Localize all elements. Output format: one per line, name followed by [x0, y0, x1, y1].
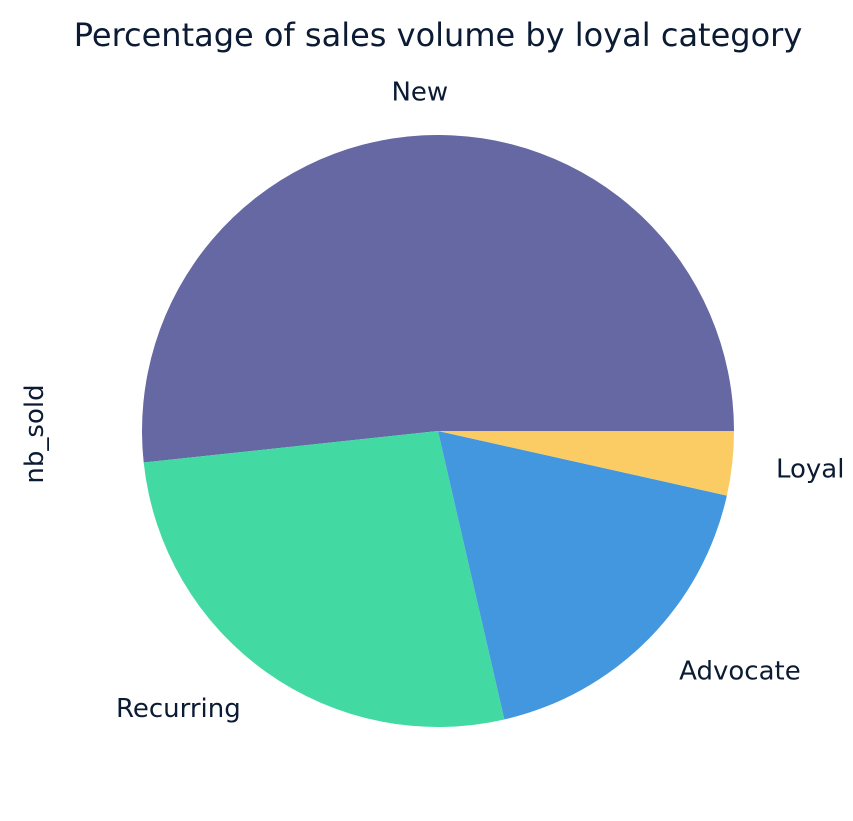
pie-label-new: New [391, 77, 448, 107]
pie-label-recurring: Recurring [116, 694, 241, 724]
pie-labels: New Recurring Advocate Loyal [116, 77, 844, 723]
pie-label-advocate: Advocate [679, 657, 801, 687]
pie-label-loyal: Loyal [776, 454, 844, 484]
pie-slice-recurring [143, 431, 505, 727]
pie-slice-loyal [438, 431, 734, 496]
pie-slice-new [142, 135, 734, 463]
chart-title: Percentage of sales volume by loyal cate… [74, 16, 803, 54]
y-axis-label: nb_sold [20, 384, 50, 483]
pie-slices [142, 135, 734, 727]
pie-slice-advocate [438, 431, 727, 720]
